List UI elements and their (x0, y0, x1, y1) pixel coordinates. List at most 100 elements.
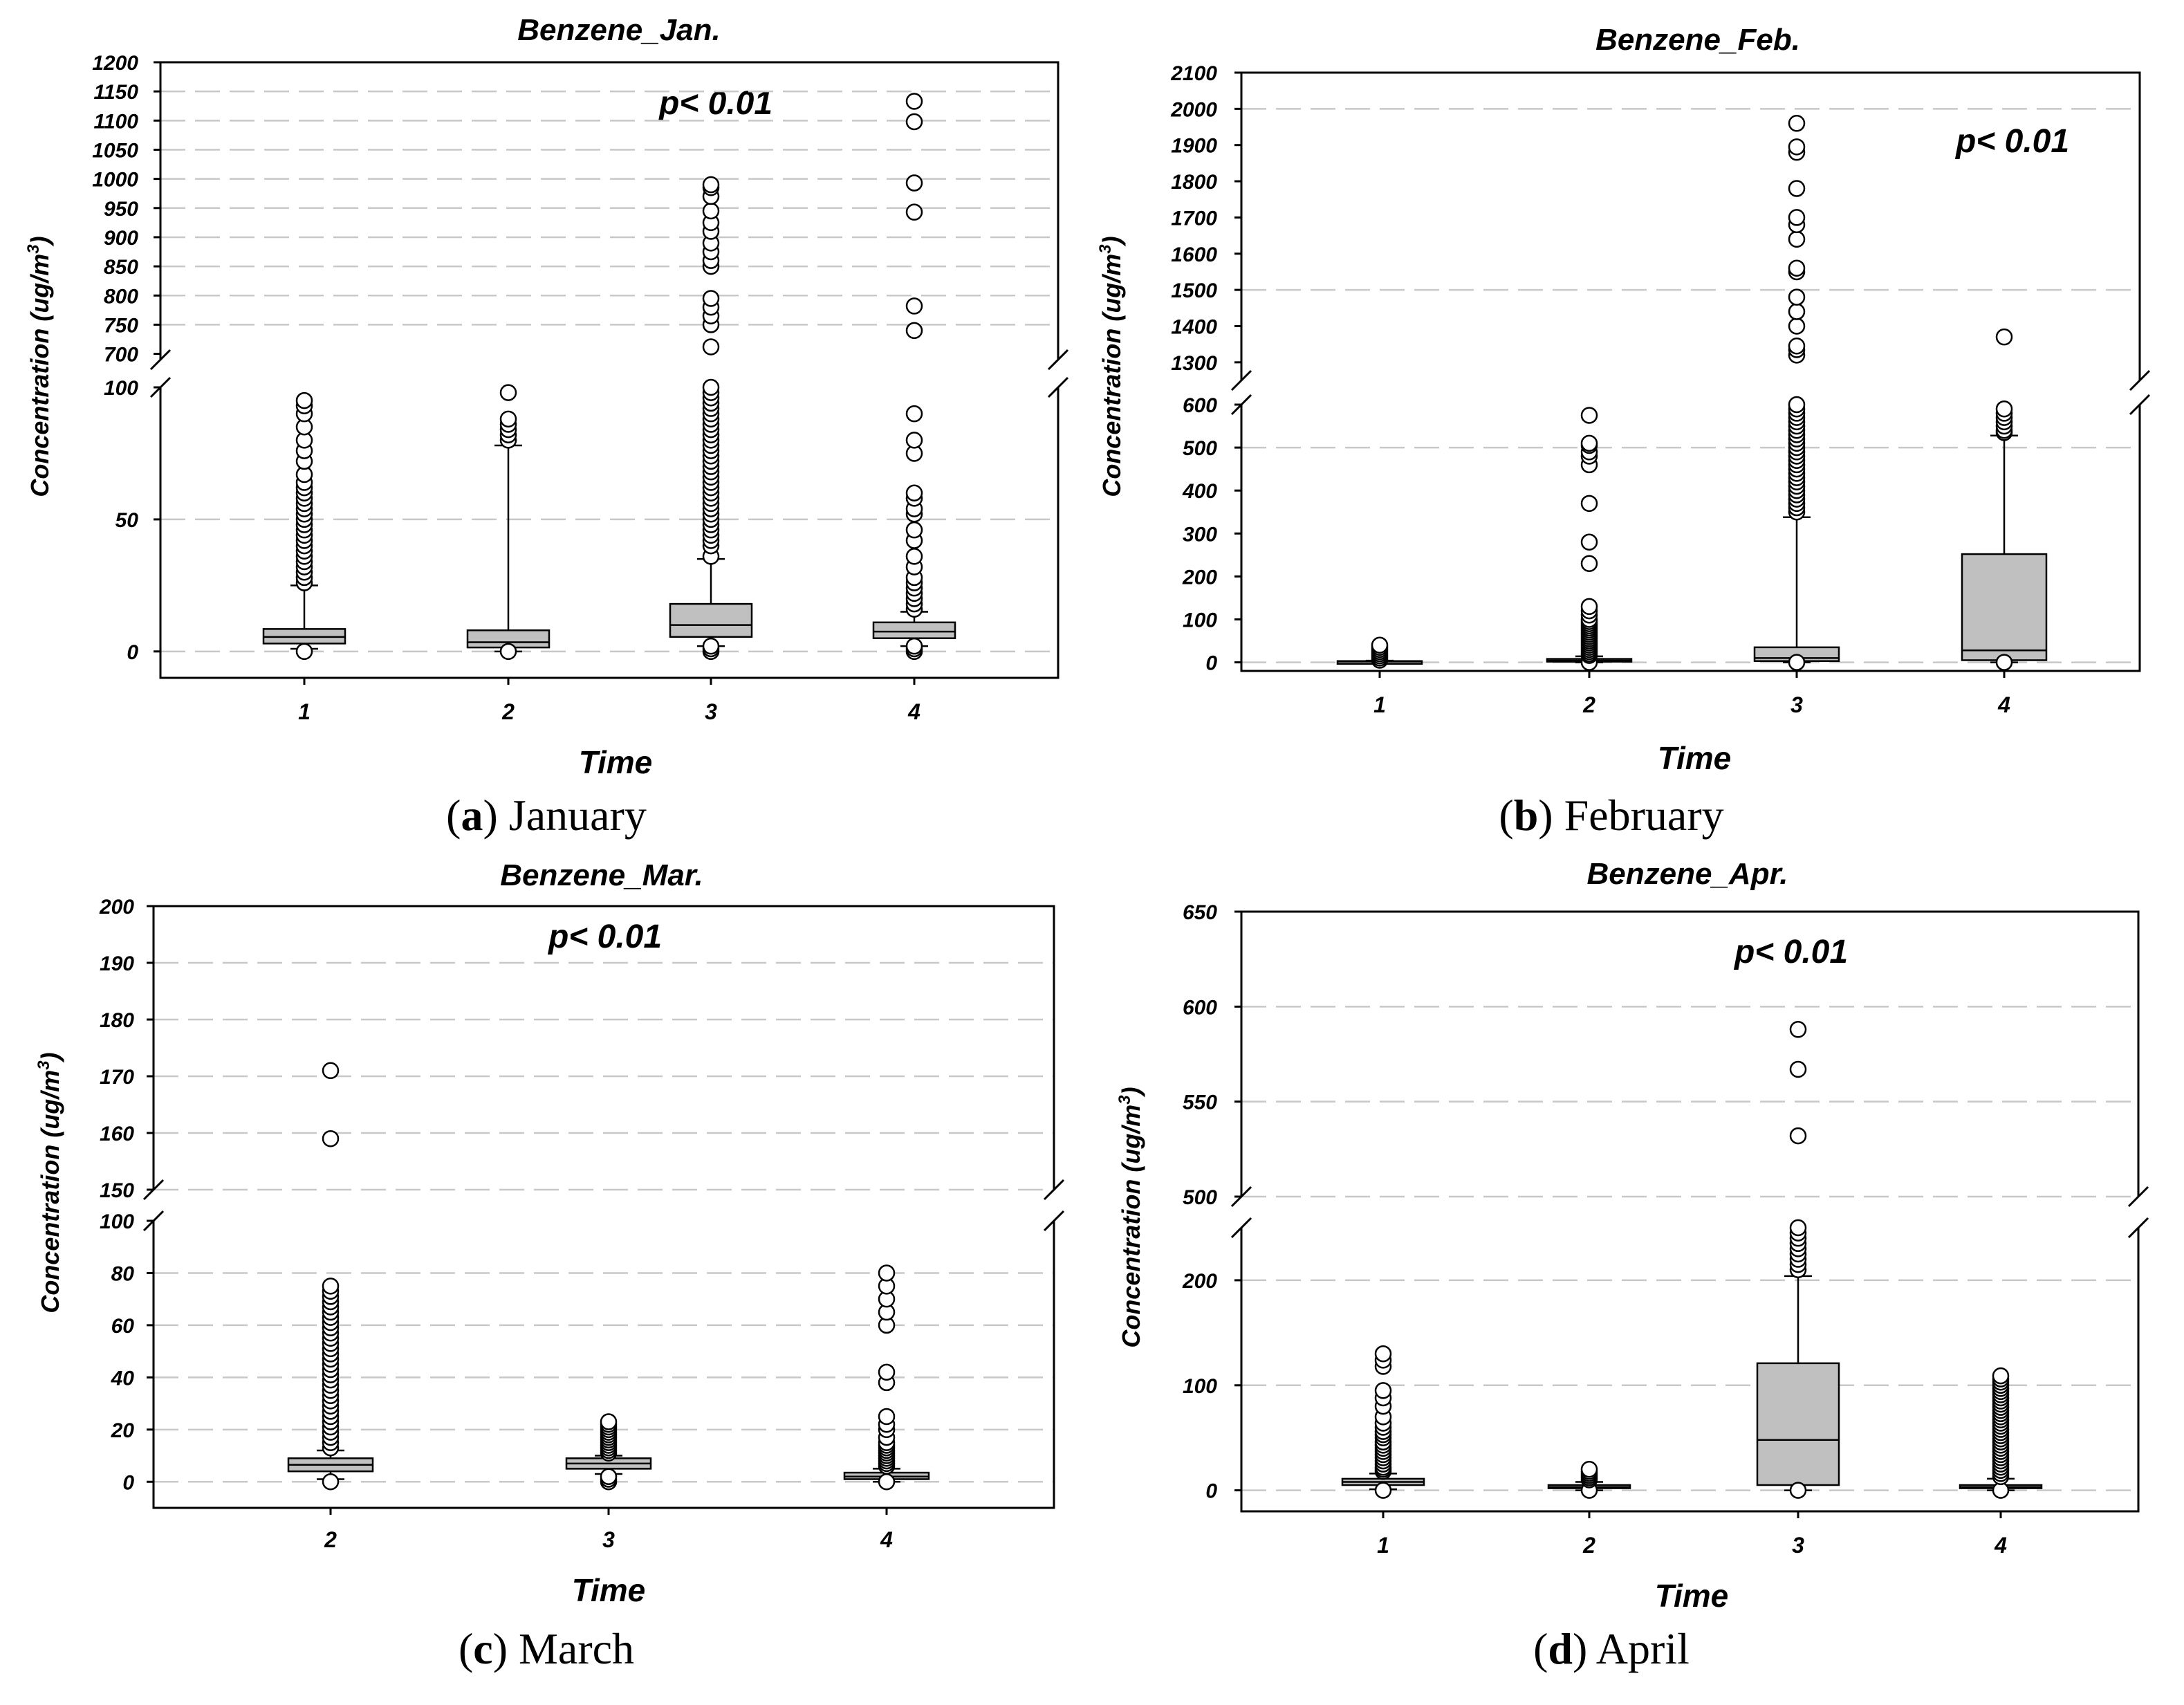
axis-break-mark (149, 349, 172, 371)
y-tick-label: 550 (1183, 1091, 1217, 1114)
y-tick-label: 700 (104, 344, 138, 367)
x-tick-label: 4 (1994, 1533, 2007, 1558)
axis-break-mark (2129, 369, 2151, 391)
box-b-1 (1336, 636, 1423, 669)
y-tick-label: 0 (127, 641, 138, 664)
y-tick-label: 500 (1183, 1186, 1217, 1209)
outlier-point (1580, 533, 1598, 551)
y-tick-label: 750 (104, 314, 138, 337)
x-tick-label: 1 (1377, 1533, 1389, 1558)
x-axis-label: Time (1655, 1578, 1729, 1614)
y-tick-label: 1600 (1171, 243, 1217, 266)
y-tick-label: 200 (99, 896, 134, 919)
chart-panel-c: Benzene_Mar. p< 0.01 0 20 40 60 80 100 150 160 170… (35, 858, 1065, 1673)
outlier-point (905, 203, 923, 221)
y-tick-label: 1500 (1171, 279, 1217, 302)
chart-title: Benzene_Apr. (1587, 857, 1788, 891)
plot-frame-upper (152, 905, 1055, 1190)
axis-break-mark (1230, 1217, 1252, 1239)
plot-frame-lower (1240, 405, 2141, 672)
y-tick-label: 0 (1205, 652, 1217, 675)
y-tick-label: 1900 (1171, 135, 1217, 158)
x-axis-label: Time (1658, 740, 1732, 776)
x-tick-label: 3 (705, 699, 717, 724)
x-tick-label: 1 (298, 699, 311, 724)
outlier-point (1995, 654, 2013, 671)
y-tick-label: 600 (1183, 996, 1217, 1019)
outlier-point (1788, 230, 1806, 248)
box-b-4 (1961, 328, 2048, 671)
axis-break-mark (1043, 1179, 1065, 1201)
y-tick-label: 1050 (92, 139, 138, 162)
outlier-point (905, 174, 923, 192)
plot-frame-upper (159, 61, 1059, 360)
box-c-3 (565, 1413, 652, 1491)
y-tick-label: 100 (100, 1210, 134, 1233)
x-tick-label: 4 (880, 1527, 893, 1552)
y-axis-label: Concentration (ug/m3) (24, 236, 54, 497)
box-a-1 (262, 391, 346, 661)
box-iqr (669, 602, 753, 638)
y-tick-label: 850 (104, 256, 138, 279)
outlier-point (1788, 259, 1806, 277)
outlier-point (1789, 1127, 1807, 1145)
box-d-2 (1547, 1461, 1631, 1499)
outlier-point (905, 637, 923, 655)
outlier-point (905, 521, 923, 539)
x-axis-label: Time (572, 1572, 646, 1608)
outlier-point (702, 290, 720, 307)
box-a-3 (669, 176, 753, 661)
axis-break-mark (2129, 394, 2151, 416)
outlier-point (1789, 1219, 1807, 1237)
box-b-2 (1546, 407, 1633, 671)
outlier-point (1789, 1060, 1807, 1078)
x-tick-label: 2 (324, 1527, 337, 1552)
box-iqr (1961, 553, 2048, 661)
outlier-point (1789, 1482, 1807, 1499)
outlier-point (1788, 396, 1806, 414)
outlier-point (322, 1473, 340, 1491)
y-tick-label: 1700 (1171, 207, 1217, 230)
y-tick-label: 190 (100, 952, 134, 975)
outlier-point (1995, 328, 2013, 346)
y-tick-label: 650 (1183, 901, 1217, 924)
outlier-point (905, 432, 923, 449)
y-tick-label: 900 (104, 227, 138, 250)
box-d-4 (1959, 1367, 2043, 1499)
y-tick-label: 20 (111, 1419, 135, 1442)
outlier-point (1374, 1345, 1392, 1363)
y-tick-label: 100 (104, 377, 138, 400)
y-tick-label: 150 (100, 1179, 134, 1202)
y-tick-label: 950 (104, 198, 138, 221)
chart-panel-d: Benzene_Apr. p< 0.01 0 100 200 500 550 600 650 Co… (1116, 857, 2149, 1673)
outlier-point (878, 1408, 896, 1426)
y-tick-label: 180 (100, 1009, 134, 1032)
outlier-point (322, 1278, 340, 1295)
outlier-point (878, 1363, 896, 1381)
outlier-point (1580, 555, 1598, 573)
plot-frame-upper (1240, 910, 2140, 1197)
panel-caption: (a) January (446, 791, 647, 840)
outlier-point (1580, 1461, 1598, 1478)
outlier-point (1788, 303, 1806, 320)
plot-frame-lower (159, 387, 1059, 679)
x-tick-label: 2 (1582, 1533, 1595, 1558)
chart-title: Benzene_Mar. (500, 858, 703, 892)
y-tick-label: 80 (111, 1262, 135, 1285)
x-tick-label: 2 (1582, 692, 1595, 717)
x-axis-label: Time (579, 744, 653, 780)
y-tick-label: 160 (100, 1123, 134, 1145)
chart-panel-b: Benzene_Feb.p< 0.01010020030040050060013… (1096, 23, 2151, 840)
outlier-point (702, 637, 720, 655)
x-tick-label: 2 (501, 699, 515, 724)
panel-caption: (d) April (1533, 1624, 1690, 1673)
outlier-point (905, 484, 923, 501)
box-b-3 (1753, 115, 1840, 671)
outlier-point (1788, 209, 1806, 226)
plot-frame-lower (1240, 1228, 2140, 1513)
box-d-1 (1341, 1345, 1425, 1499)
outlier-point (1580, 495, 1598, 513)
axis-break-mark (2127, 1186, 2149, 1208)
outlier-point (1788, 115, 1806, 132)
